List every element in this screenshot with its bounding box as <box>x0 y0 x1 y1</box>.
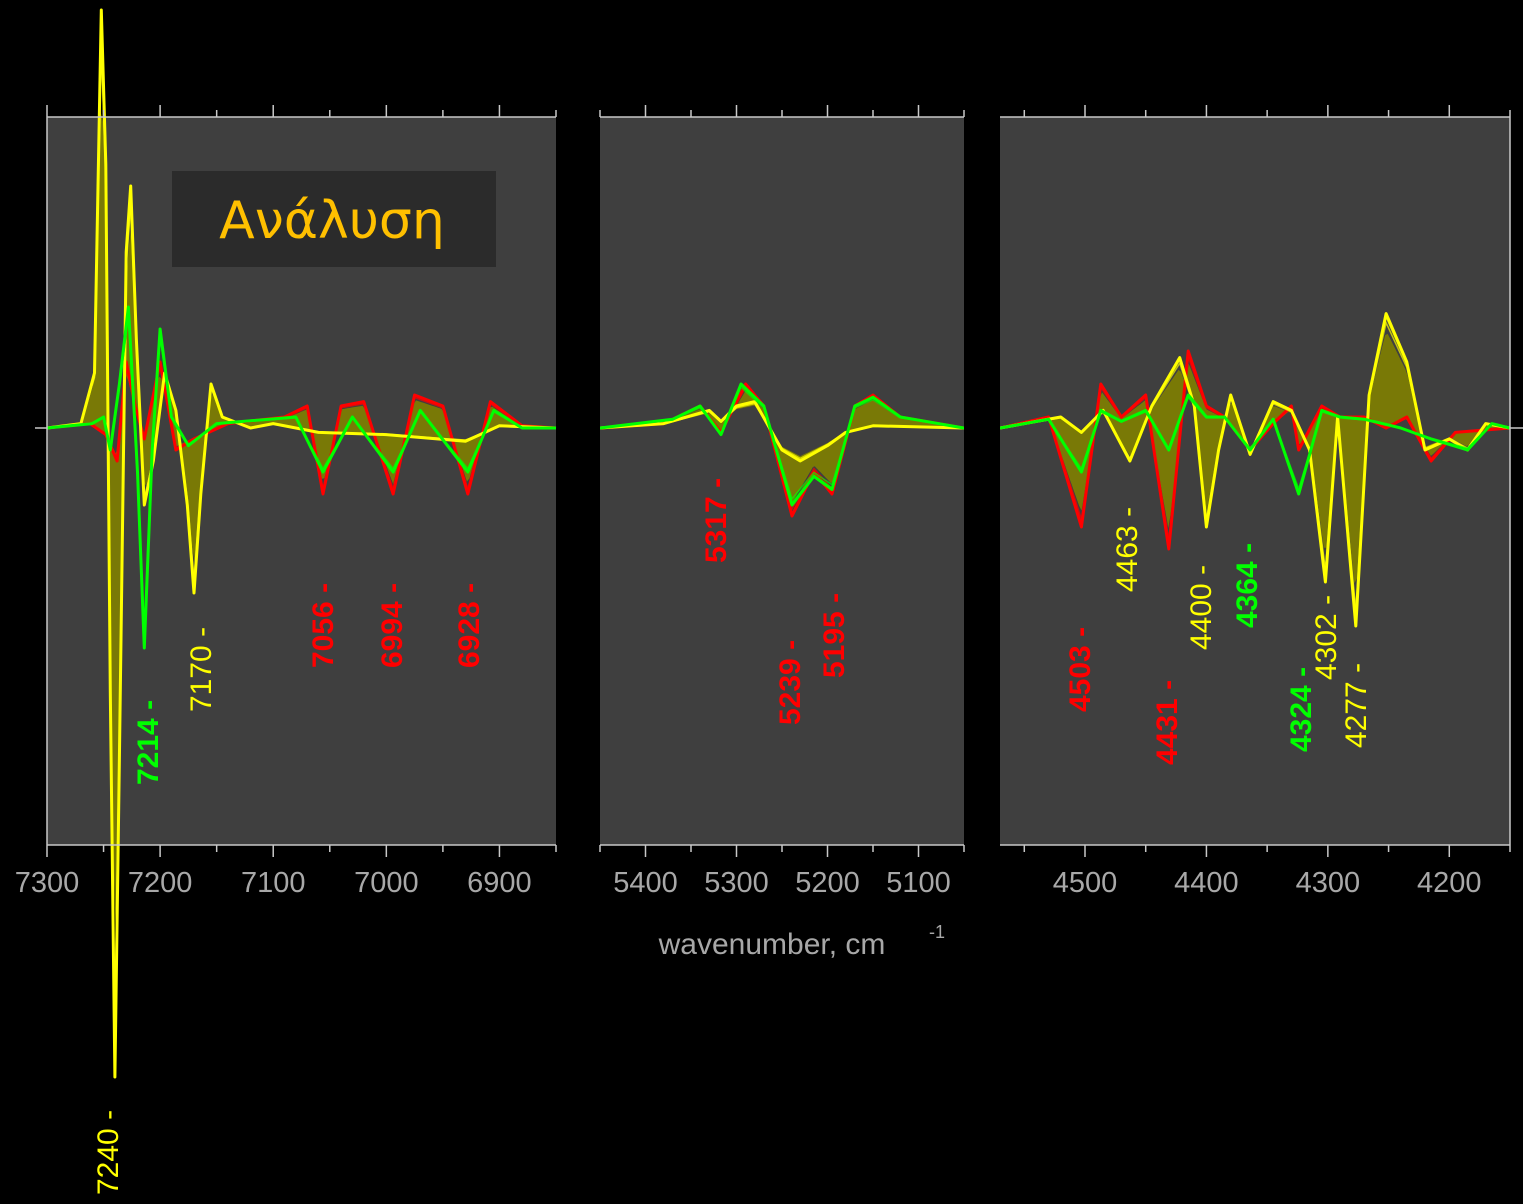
peak-label-7240: 7240 - <box>92 1110 125 1195</box>
title-background <box>172 171 496 267</box>
peak-label-4277: 4277 - <box>1340 663 1373 748</box>
x-axis-label-superscript: -1 <box>929 922 945 942</box>
peak-label-5195: 5195 - <box>818 593 851 678</box>
x-tick-label: 5300 <box>704 867 769 899</box>
peak-label-6994: 6994 - <box>376 583 409 668</box>
peak-label-7170: 7170 - <box>185 627 218 712</box>
peak-label-4463: 4463 - <box>1111 507 1144 592</box>
peak-label-4503: 4503 - <box>1064 627 1097 712</box>
chart-title-box: Ανάλυση <box>172 171 496 267</box>
peak-label-4431: 4431 - <box>1151 680 1184 765</box>
peak-label-4400: 4400 - <box>1185 565 1218 650</box>
series-line-green-panel-2 <box>600 382 964 507</box>
x-axis-title: wavenumber, cm -1 <box>658 922 945 961</box>
x-tick-label: 4400 <box>1174 867 1239 899</box>
x-tick-label: 7000 <box>354 867 419 899</box>
envelope-fill-2 <box>600 390 964 502</box>
peak-label-5239: 5239 - <box>774 640 807 725</box>
peak-label-4364: 4364 - <box>1231 543 1264 628</box>
panel-1: 7300 7200 7100 7000 6900 <box>15 8 557 1079</box>
series-line-yellow-panel-3 <box>1000 312 1510 628</box>
x-axis-label: wavenumber, cm <box>658 928 886 961</box>
x-tick-label: 4500 <box>1053 867 1118 899</box>
peak-label-7214: 7214 - <box>132 700 165 785</box>
x-tick-label: 7200 <box>128 867 193 899</box>
series-line-green-panel-1 <box>47 305 556 650</box>
x-tick-label: 5400 <box>613 867 678 899</box>
x-tick-label: 5200 <box>795 867 860 899</box>
x-tick-label: 4200 <box>1417 867 1482 899</box>
x-tick-label: 6900 <box>467 867 532 899</box>
x-tick-label: 7100 <box>241 867 306 899</box>
series-line-green-panel-3 <box>1000 393 1510 496</box>
panel-3: 4500 4400 4300 4200 <box>1000 105 1523 899</box>
peak-label-4302: 4302 - <box>1310 595 1343 680</box>
panel-2: 5400 5300 5200 5100 <box>599 105 965 899</box>
peak-annotations: 7240 - 7214 - 7170 - 7056 - 6994 - 6928 - 5317… <box>92 478 1373 1195</box>
x-tick-label: 5100 <box>886 867 951 899</box>
x-tick-label: 7300 <box>15 867 80 899</box>
peak-label-7056: 7056 - <box>307 583 340 668</box>
chart-title: Ανάλυση <box>219 191 445 251</box>
x-tick-label: 4300 <box>1296 867 1361 899</box>
peak-label-5317: 5317 - <box>700 478 733 563</box>
peak-label-6928: 6928 - <box>453 583 486 668</box>
peak-label-4324: 4324 - <box>1285 667 1318 752</box>
envelope-fill-3 <box>1000 333 1510 584</box>
